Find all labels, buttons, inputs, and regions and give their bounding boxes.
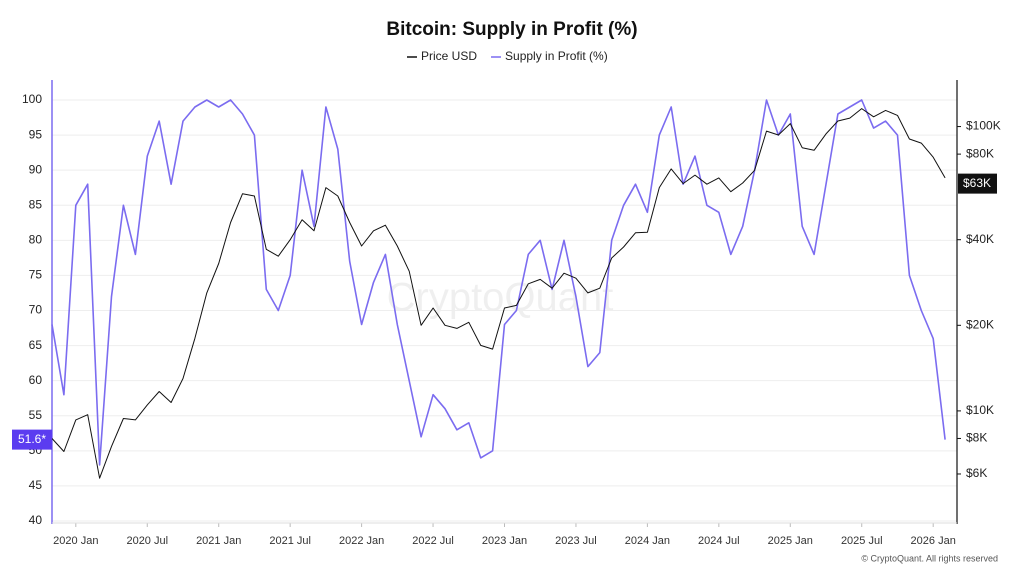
- x-tick-label: 2024 Jul: [698, 535, 740, 547]
- y-tick-label: 80: [29, 233, 43, 247]
- value-badge: 51.6*: [12, 429, 52, 450]
- y-tick-label: 70: [29, 303, 43, 317]
- x-tick-label: 2021 Jan: [196, 535, 241, 547]
- legend-label: Supply in Profit (%): [505, 49, 608, 63]
- y-tick-label: 65: [29, 338, 43, 352]
- y-tick-label: 60: [29, 373, 43, 387]
- y2-tick-label: $8K: [966, 431, 987, 445]
- y-tick-label: 55: [29, 408, 43, 422]
- y2-tick-label: $40K: [966, 232, 994, 246]
- y2-tick-label: $100K: [966, 119, 1001, 133]
- y2-tick-label: $6K: [966, 466, 987, 480]
- y-tick-label: 85: [29, 197, 43, 211]
- x-tick-label: 2020 Jul: [126, 535, 168, 547]
- footer: © CryptoQuant. All rights reserved: [861, 553, 998, 563]
- x-tick-label: 2024 Jan: [625, 535, 670, 547]
- x-tick-label: 2021 Jul: [269, 535, 311, 547]
- y2-tick-label: $10K: [966, 403, 994, 417]
- badge-label: 51.6*: [18, 432, 46, 446]
- x-tick-label: 2020 Jan: [53, 535, 98, 547]
- y-tick-label: 100: [22, 92, 42, 106]
- x-tick-label: 2022 Jul: [412, 535, 454, 547]
- x-tick-label: 2023 Jan: [482, 535, 527, 547]
- x-tick-label: 2022 Jan: [339, 535, 384, 547]
- badge-box: [12, 429, 52, 450]
- x-tick-label: 2025 Jul: [841, 535, 883, 547]
- value-badge: $63K: [958, 173, 997, 194]
- badge-box: [958, 173, 997, 194]
- chart-title: Bitcoin: Supply in Profit (%): [386, 19, 637, 40]
- series-line: [51, 99, 946, 466]
- x-tick-label: 2025 Jan: [768, 535, 813, 547]
- badge-label: $63K: [963, 176, 991, 190]
- legend-label: Price USD: [421, 49, 477, 63]
- y-tick-label: 75: [29, 268, 43, 282]
- y-tick-label: 45: [29, 478, 43, 492]
- x-tick-label: 2026 Jan: [911, 535, 956, 547]
- x-tick-label: 2023 Jul: [555, 535, 597, 547]
- y2-tick-label: $20K: [966, 317, 994, 331]
- y2-tick-label: $80K: [966, 146, 994, 160]
- y-tick-label: 95: [29, 127, 43, 141]
- series-line: [51, 108, 946, 479]
- y-tick-label: 40: [29, 513, 43, 527]
- y-tick-label: 90: [29, 162, 43, 176]
